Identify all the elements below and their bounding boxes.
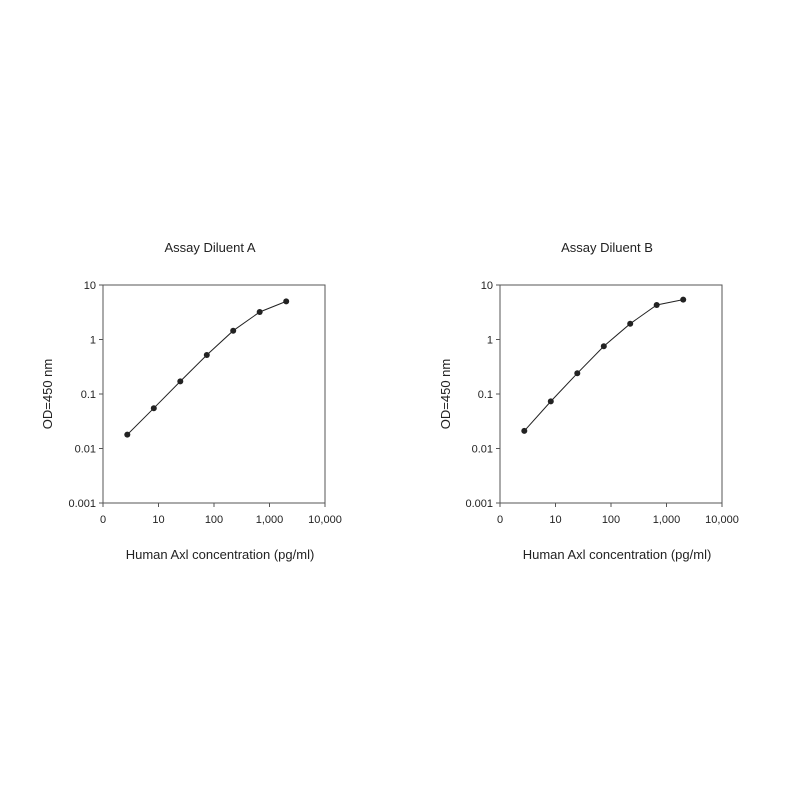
- axis-ticks-b: 0 10 100 1,000 10,000 0.001 0.01 0.1 1 10: [465, 280, 738, 526]
- chart-panel-b: Assay Diluent B 0 10 100 1,000 10,000 0.001 0.…: [438, 240, 739, 562]
- data-point-b: [521, 427, 528, 434]
- data-point-a: [150, 405, 157, 412]
- y-tick-label-b: 0.01: [472, 444, 493, 456]
- data-point-b: [600, 343, 607, 350]
- data-point-a: [203, 352, 210, 358]
- y-tick-label-a: 0.1: [81, 389, 96, 401]
- data-point-b: [653, 302, 660, 308]
- x-tick-label-a: 10,000: [308, 514, 342, 526]
- x-tick-label-b: 100: [602, 514, 620, 526]
- x-tick-label-a: 100: [205, 514, 223, 526]
- x-tick-label-a: 10: [152, 514, 164, 526]
- x-tick-label-b: 1,000: [653, 514, 681, 526]
- data-point-b: [574, 370, 581, 377]
- y-tick-label-a: 0.001: [68, 498, 96, 510]
- data-point-a: [230, 327, 237, 334]
- data-point-a: [256, 309, 263, 315]
- chart-panel-a: Assay Diluent A 0 10 100 1,000 10,000 0.001 0.…: [40, 240, 342, 562]
- data-point-a: [177, 378, 184, 385]
- y-tick-label-a: 0.01: [75, 444, 96, 456]
- x-tick-label-b: 10,000: [705, 514, 739, 526]
- data-point-b: [547, 398, 554, 405]
- x-axis-label-a: Human Axl concentration (pg/ml): [126, 547, 315, 562]
- x-tick-label-b: 10: [549, 514, 561, 526]
- y-tick-label-b: 0.001: [465, 498, 493, 510]
- chart-title-b: Assay Diluent B: [561, 240, 653, 255]
- data-point-a: [283, 298, 290, 305]
- plot-frame-b: [499, 284, 723, 504]
- series-marks-a: [124, 298, 290, 438]
- y-tick-label-a: 10: [84, 280, 96, 292]
- y-tick-label-b: 1: [487, 335, 493, 347]
- plot-frame-a: [102, 284, 326, 504]
- y-axis-label-a: OD=450 nm: [40, 359, 55, 429]
- y-tick-label-b: 0.1: [478, 389, 493, 401]
- data-point-b: [627, 320, 634, 327]
- y-tick-label-a: 1: [90, 335, 96, 347]
- data-point-b: [680, 296, 687, 303]
- series-marks-b: [521, 296, 687, 434]
- data-point-a: [124, 431, 131, 438]
- y-axis-label-b: OD=450 nm: [438, 359, 453, 429]
- series-line-a: [126, 300, 287, 435]
- series-line-b: [523, 299, 684, 432]
- y-tick-label-b: 10: [481, 280, 493, 292]
- chart-title-a: Assay Diluent A: [164, 240, 255, 255]
- x-tick-label-a: 1,000: [256, 514, 284, 526]
- x-axis-label-b: Human Axl concentration (pg/ml): [523, 547, 712, 562]
- x-tick-label-b: 0: [497, 514, 503, 526]
- axis-ticks-a: 0 10 100 1,000 10,000 0.001 0.01 0.1 1 10: [68, 280, 341, 526]
- x-tick-label-a: 0: [100, 514, 106, 526]
